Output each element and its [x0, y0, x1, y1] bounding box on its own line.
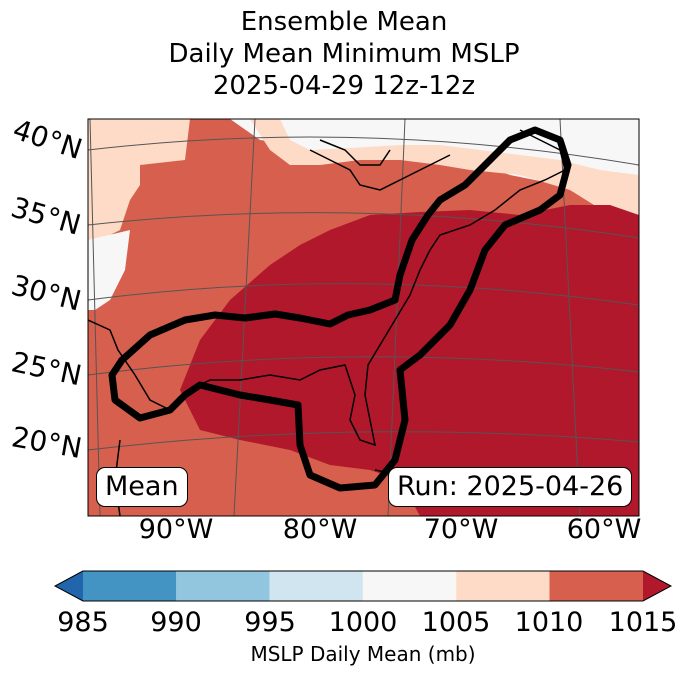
run-date-label: Run: 2025-04-26 [388, 467, 633, 507]
colorbar-extend-high [643, 571, 671, 601]
title-line-3: 2025-04-29 12z-12z [212, 71, 476, 101]
title-line-2: Daily Mean Minimum MSLP [168, 39, 520, 69]
field-1000-west [88, 230, 130, 310]
lon-label-60w: 60°W [566, 514, 642, 545]
colorbar-bin-5 [456, 571, 550, 601]
lon-label-70w: 70°W [423, 514, 499, 545]
colorbar-label: MSLP Daily Mean (mb) [250, 642, 476, 666]
colorbar-bin-6 [549, 571, 643, 601]
colorbar-tick-990: 990 [150, 607, 202, 638]
colorbar-tick-985: 985 [57, 607, 109, 638]
lon-label-80w: 80°W [282, 514, 358, 545]
colorbar-bin-4 [362, 571, 457, 601]
colorbar-tick-995: 995 [244, 607, 296, 638]
map-area [88, 119, 639, 516]
colorbar-bin-3 [269, 571, 363, 601]
map-frame [87, 118, 640, 517]
colorbar-tick-1000: 1000 [328, 607, 398, 638]
colorbar-tick-1005: 1005 [421, 607, 491, 638]
colorbar [53, 570, 673, 602]
contour-outline [108, 126, 572, 492]
mean-label: Mean [96, 467, 188, 507]
colorbar-extend-low [55, 571, 83, 601]
colorbar-bin-2 [176, 571, 270, 601]
colorbar-bin-1 [83, 571, 177, 601]
colorbar-tick-1015: 1015 [608, 607, 678, 638]
colorbar-frame [53, 570, 673, 602]
field-1005-north [88, 119, 190, 240]
lon-label-90w: 90°W [138, 514, 214, 545]
colorbar-tick-1010: 1010 [514, 607, 584, 638]
title-line-1: Ensemble Mean [240, 7, 448, 37]
